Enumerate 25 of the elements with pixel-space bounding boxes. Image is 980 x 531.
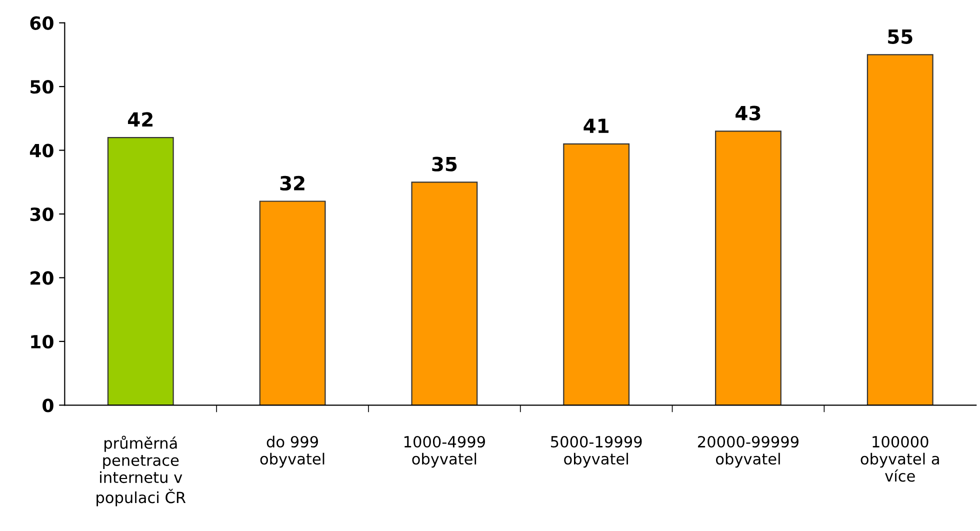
data-label: 42 [128,112,152,127]
x-tick-label: průměrná penetrace internetu v populaci ČR [96,436,186,506]
y-tick-label: 10 [31,334,54,349]
y-tick-label: 60 [30,16,54,30]
bar [866,54,934,406]
x-tick-label: 5000-19999 obyvatel [551,436,642,468]
data-label: 32 [280,176,304,191]
bar [259,200,326,406]
y-tick-label: 40 [30,144,54,158]
bar [411,182,478,406]
bar [107,136,174,406]
data-label: 35 [432,156,457,172]
y-tick-label: 50 [30,80,54,94]
x-tick-label: 20000-99999 obyvatel [698,436,799,468]
y-tick-label: 20 [30,271,54,285]
x-tick-label: 1000-4999 obyvatel [404,436,485,468]
x-tick-label: 100000 obyvatel a více [860,436,939,482]
data-label: 55 [888,30,912,44]
x-tick-label: do 999 obyvatel [260,436,324,468]
bar [563,143,630,406]
data-label: 41 [584,118,609,133]
bar [715,130,782,406]
y-tick-label: 0 [42,398,54,412]
data-label: 43 [736,106,760,120]
y-tick-label: 30 [30,207,54,222]
